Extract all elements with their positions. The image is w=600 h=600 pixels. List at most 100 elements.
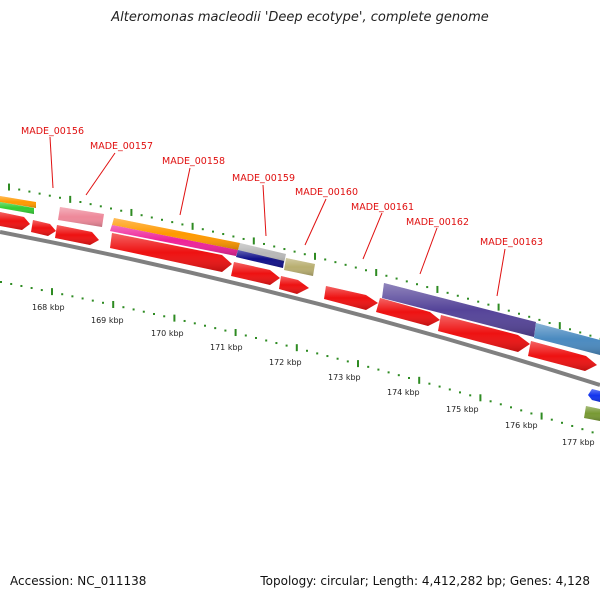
minor-tick (469, 394, 472, 397)
minor-tick (387, 371, 390, 374)
minor-tick (285, 344, 288, 347)
major-tick (191, 222, 194, 230)
gene-label-00161[interactable]: MADE_00161 (351, 202, 414, 213)
major-tick (436, 285, 439, 293)
minor-tick (589, 334, 592, 337)
minor-tick (171, 221, 174, 224)
gene-label-00160[interactable]: MADE_00160 (295, 187, 358, 198)
minor-tick (183, 319, 186, 322)
feature-gloss (55, 225, 99, 245)
feature-gloss (110, 225, 238, 256)
minor-tick (99, 205, 102, 208)
genome-stats-text: Topology: circular; Length: 4,412,282 bp… (260, 574, 590, 588)
minor-tick (550, 418, 553, 421)
kbp-label-177: 177 kbp (562, 438, 595, 447)
minor-tick (518, 312, 520, 315)
feature-gloss (31, 220, 56, 236)
feature-gloss (110, 233, 232, 272)
minor-tick (222, 233, 225, 236)
minor-tick (244, 334, 247, 337)
minor-tick (438, 385, 441, 388)
minor-tick (334, 261, 337, 264)
minor-tick (283, 248, 286, 251)
gene-label-00158[interactable]: MADE_00158 (162, 156, 225, 167)
minor-tick (263, 242, 265, 245)
gene-labels: MADE_00156 MADE_00157 MADE_00158 MADE_00… (21, 126, 543, 248)
major-tick (69, 195, 72, 203)
lower-tick-row (0, 281, 594, 434)
minor-tick (324, 258, 327, 261)
minor-tick (346, 360, 349, 363)
minor-tick (499, 403, 502, 406)
major-tick (497, 303, 500, 311)
feature-gloss (0, 212, 30, 230)
minor-tick (459, 391, 461, 394)
minor-tick (548, 321, 551, 324)
minor-tick (232, 235, 235, 238)
minor-tick (224, 329, 227, 332)
label-leaders (49, 136, 506, 297)
minor-tick (581, 428, 584, 431)
minor-tick (293, 250, 296, 253)
minor-tick (30, 287, 33, 290)
minor-tick (405, 280, 408, 283)
gene-label-00163[interactable]: MADE_00163 (480, 237, 543, 248)
minor-tick (242, 237, 245, 240)
minor-tick (20, 284, 23, 287)
minor-tick (385, 274, 388, 277)
minor-tick (265, 339, 268, 342)
minor-tick (316, 352, 319, 355)
major-tick (234, 329, 237, 337)
minor-tick (365, 269, 367, 272)
feature-gloss (0, 196, 36, 208)
minor-tick (520, 409, 523, 412)
minor-tick (89, 203, 92, 206)
feature-track (0, 196, 600, 421)
feature-gloss (528, 341, 597, 371)
minor-tick (354, 266, 357, 269)
major-tick (112, 300, 115, 308)
feature-gloss (279, 276, 309, 294)
feature-gloss (231, 262, 280, 285)
minor-tick (510, 406, 512, 409)
feature-gloss (238, 243, 286, 263)
minor-tick (489, 400, 492, 403)
kbp-labels: 168 kbp 169 kbp 170 kbp 171 kbp 172 kbp … (32, 303, 595, 447)
minor-tick (408, 376, 410, 379)
feature-gloss (324, 286, 378, 310)
minor-tick (181, 223, 184, 226)
gene-label-00157[interactable]: MADE_00157 (90, 141, 153, 152)
gene-label-00156[interactable]: MADE_00156 (21, 126, 84, 137)
accession-text: Accession: NC_011138 (10, 574, 147, 588)
minor-tick (153, 312, 155, 315)
gene-label-00162[interactable]: MADE_00162 (406, 217, 469, 228)
minor-tick (102, 301, 104, 304)
minor-tick (71, 295, 74, 298)
major-tick (314, 252, 316, 260)
major-tick (130, 208, 133, 216)
minor-tick (336, 357, 339, 360)
minor-tick (193, 322, 196, 325)
minor-tick (161, 218, 163, 221)
kbp-label-176: 176 kbp (505, 421, 538, 430)
kbp-label-175: 175 kbp (446, 405, 479, 414)
minor-tick (81, 297, 84, 300)
feature-gloss (376, 298, 440, 326)
feature-gloss (534, 323, 600, 355)
minor-tick (150, 216, 153, 219)
kbp-label-173: 173 kbp (328, 373, 361, 382)
minor-tick (326, 355, 329, 358)
minor-tick (428, 382, 431, 385)
gene-label-00159[interactable]: MADE_00159 (232, 173, 295, 184)
major-tick (173, 314, 176, 322)
minor-tick (28, 190, 31, 193)
major-tick (295, 344, 298, 352)
upper-tick-row (8, 183, 600, 340)
major-tick (375, 269, 378, 277)
kbp-label-172: 172 kbp (269, 358, 302, 367)
minor-tick (10, 282, 13, 285)
minor-tick (395, 277, 398, 280)
minor-tick (579, 331, 582, 334)
minor-tick (487, 303, 490, 306)
genome-backbone (0, 230, 600, 387)
